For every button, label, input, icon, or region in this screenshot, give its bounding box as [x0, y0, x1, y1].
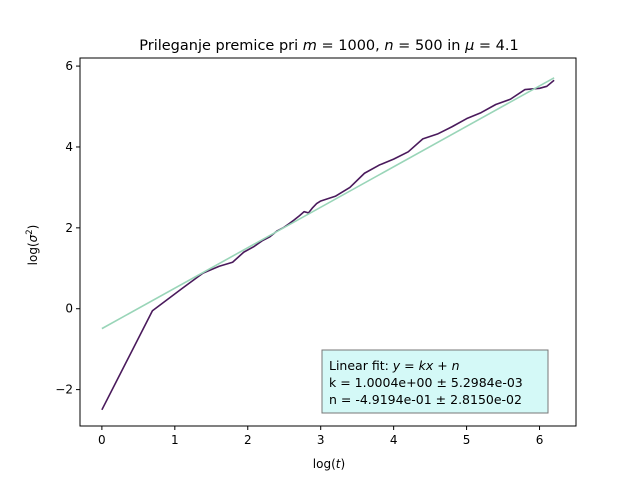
x-tick-label: 5 — [463, 433, 471, 447]
series-group — [101, 77, 555, 411]
x-tick-label: 2 — [244, 433, 252, 447]
x-tick-label: 1 — [171, 433, 179, 447]
svg-text:log(t): log(t) — [313, 457, 345, 471]
y-tick-label: 0 — [65, 302, 73, 316]
x-tick-label: 0 — [98, 433, 106, 447]
ticks: 0 1 2 3 4 5 6 −2 0 2 4 6 — [55, 59, 543, 447]
svg-text:Prileganje premice pri m = 100: Prileganje premice pri m = 1000, n = 500… — [139, 38, 518, 54]
y-axis-label: log(σ2) — [25, 225, 40, 266]
series-data-line — [101, 79, 555, 411]
chart-title: Prileganje premice pri m = 1000, n = 500… — [139, 38, 518, 54]
svg-text:log(σ2): log(σ2) — [25, 225, 40, 266]
x-tick-label: 6 — [536, 433, 544, 447]
axes-border — [79, 57, 577, 427]
annotation-box — [321, 349, 549, 414]
annotation-line-2: k = 1.0004e+00 ± 5.2984e-03 — [329, 375, 523, 390]
axes-frame — [79, 57, 577, 427]
annotation-line-1: Linear fit: y = kx + n — [329, 358, 460, 373]
series-fit-line — [101, 77, 555, 330]
y-tick-label: 4 — [65, 140, 73, 154]
fit-annotation: Linear fit: y = kx + n k = 1.0004e+00 ± … — [321, 349, 549, 414]
y-tick-label: 2 — [65, 221, 73, 235]
x-axis-label: log(t) — [313, 457, 345, 471]
annotation-line-3: n = -4.9194e-01 ± 2.8150e-02 — [329, 392, 522, 407]
x-tick-label: 4 — [390, 433, 398, 447]
y-tick-label: −2 — [55, 383, 73, 397]
x-tick-label: 3 — [317, 433, 325, 447]
y-tick-label: 6 — [65, 59, 73, 73]
